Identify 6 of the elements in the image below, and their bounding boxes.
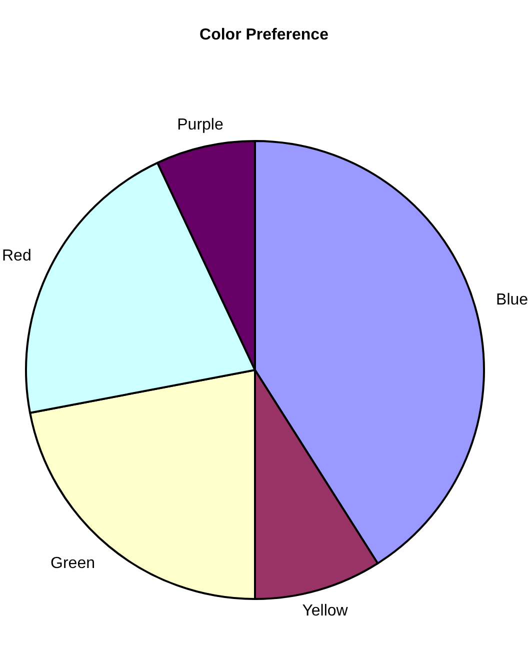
- slice-label: Yellow: [302, 602, 348, 620]
- slice-label: Red: [2, 247, 32, 264]
- slice-label: Purple: [177, 116, 224, 134]
- slice-label: Green: [50, 554, 96, 572]
- slice-label: Blue: [496, 291, 528, 308]
- chart-title: Color Preference: [200, 26, 329, 44]
